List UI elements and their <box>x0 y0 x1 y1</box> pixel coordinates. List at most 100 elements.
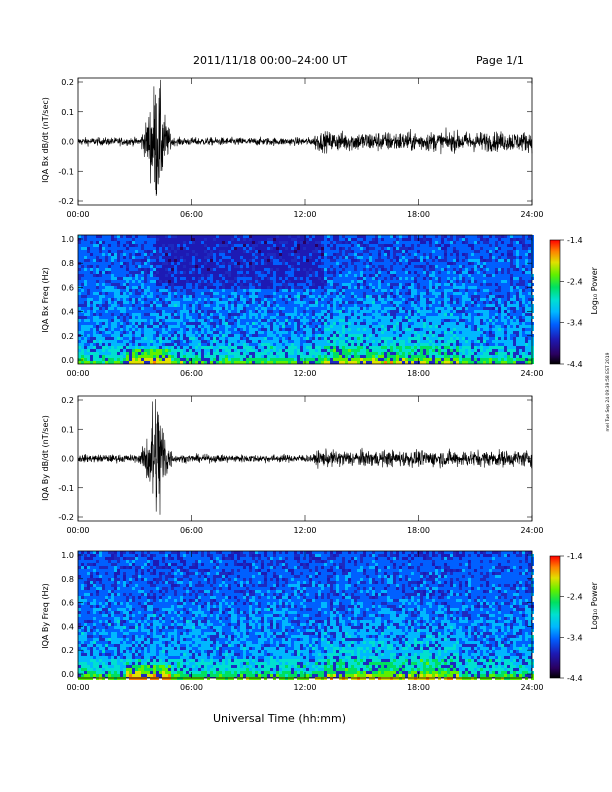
spectrogram-cell <box>288 265 291 268</box>
spectrogram-cell <box>267 250 270 253</box>
spectrogram-cell <box>462 235 465 238</box>
spectrogram-cell <box>108 259 111 262</box>
spectrogram-cell <box>147 286 150 289</box>
spectrogram-cell <box>129 274 132 277</box>
spectrogram-cell <box>171 331 174 334</box>
spectrogram-cell <box>216 307 219 310</box>
spectrogram-cell <box>270 244 273 247</box>
spectrogram-cell <box>231 259 234 262</box>
spectrogram-cell <box>531 343 534 346</box>
spectrogram-cell <box>336 307 339 310</box>
spectrogram-cell <box>120 319 123 322</box>
spectrogram-cell <box>522 277 525 280</box>
spectrogram-cell <box>495 262 498 265</box>
spectrogram-cell <box>381 277 384 280</box>
spectrogram-cell <box>174 298 177 301</box>
spectrogram-cell <box>459 298 462 301</box>
spectrogram-cell <box>462 322 465 325</box>
spectrogram-cell <box>240 262 243 265</box>
spectrogram-cell <box>252 301 255 304</box>
spectrogram-cell <box>339 307 342 310</box>
spectrogram-cell <box>153 298 156 301</box>
spectrogram-cell <box>360 340 363 343</box>
spectrogram-cell <box>486 331 489 334</box>
spectrogram-cell <box>123 313 126 316</box>
spectrogram-cell <box>213 319 216 322</box>
spectrogram-cell <box>252 325 255 328</box>
spectrogram-cell <box>138 346 141 349</box>
spectrogram-cell <box>303 250 306 253</box>
spectrogram-cell <box>135 307 138 310</box>
spectrogram-cell <box>231 325 234 328</box>
spectrogram-cell <box>198 235 201 238</box>
spectrogram-cell <box>126 292 129 295</box>
spectrogram-cell <box>126 352 129 355</box>
spectrogram-cell <box>249 328 252 331</box>
spectrogram-cell <box>195 238 198 241</box>
spectrogram-cell <box>111 325 114 328</box>
spectrogram-cell <box>405 295 408 298</box>
spectrogram-cell <box>117 241 120 244</box>
spectrogram-cell <box>522 301 525 304</box>
spectrogram-cell <box>282 304 285 307</box>
spectrogram-cell <box>165 295 168 298</box>
spectrogram-cell <box>387 283 390 286</box>
spectrogram-cell <box>210 241 213 244</box>
spectrogram-cell <box>129 328 132 331</box>
spectrogram-cell <box>495 325 498 328</box>
spectrogram-cell <box>513 292 516 295</box>
spectrogram-cell <box>207 241 210 244</box>
spectrogram-cell <box>144 238 147 241</box>
spectrogram-cell <box>78 280 81 283</box>
spectrogram-cell <box>528 274 531 277</box>
spectrogram-cell <box>237 304 240 307</box>
spectrogram-cell <box>528 316 531 319</box>
spectrogram-cell <box>357 319 360 322</box>
spectrogram-cell <box>288 256 291 259</box>
spectrogram-cell <box>438 256 441 259</box>
spectrogram-cell <box>483 319 486 322</box>
spectrogram-cell <box>306 235 309 238</box>
spectrogram-cell <box>204 268 207 271</box>
spectrogram-cell <box>123 268 126 271</box>
spectrogram-cell <box>279 238 282 241</box>
spectrogram-cell <box>465 328 468 331</box>
spectrogram-cell <box>411 295 414 298</box>
spectrogram-cell <box>420 304 423 307</box>
spectrogram-cell <box>96 334 99 337</box>
spectrogram-cell <box>522 244 525 247</box>
spectrogram-cell <box>159 238 162 241</box>
spectrogram-cell <box>396 274 399 277</box>
spectrogram-cell <box>183 235 186 238</box>
spectrogram-cell <box>90 322 93 325</box>
spectrogram-cell <box>507 235 510 238</box>
spectrogram-cell <box>417 340 420 343</box>
spectrogram-cell <box>429 352 432 355</box>
spectrogram-cell <box>516 247 519 250</box>
spectrogram-cell <box>498 322 501 325</box>
spectrogram-cell <box>264 286 267 289</box>
spectrogram-cell <box>240 289 243 292</box>
spectrogram-cell <box>435 334 438 337</box>
spectrogram-cell <box>381 250 384 253</box>
spectrogram-cell <box>273 244 276 247</box>
spectrogram-cell <box>219 334 222 337</box>
spectrogram-cell <box>330 274 333 277</box>
spectrogram-cell <box>87 247 90 250</box>
spectrogram-cell <box>180 253 183 256</box>
spectrogram-cell <box>249 271 252 274</box>
spectrogram-cell <box>216 256 219 259</box>
spectrogram-cell <box>426 259 429 262</box>
spectrogram-cell <box>363 349 366 352</box>
spectrogram-cell <box>450 277 453 280</box>
spectrogram-cell <box>198 265 201 268</box>
spectrogram-cell <box>141 304 144 307</box>
spectrogram-cell <box>81 271 84 274</box>
spectrogram-cell <box>171 304 174 307</box>
spectrogram-cell <box>195 301 198 304</box>
spectrogram-cell <box>330 325 333 328</box>
spectrogram-cell <box>426 304 429 307</box>
spectrogram-cell <box>264 310 267 313</box>
spectrogram-cell <box>342 349 345 352</box>
spectrogram-cell <box>150 337 153 340</box>
